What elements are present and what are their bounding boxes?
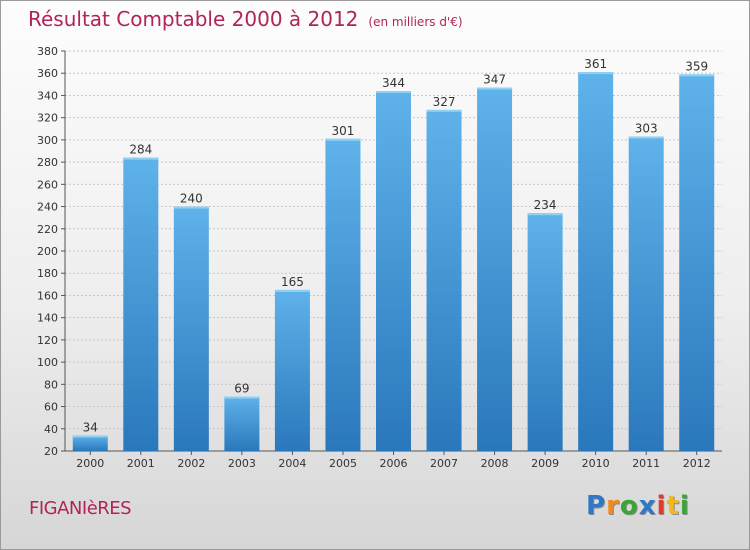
y-tick-label: 80 — [44, 378, 58, 391]
logo-letter: o — [619, 491, 639, 521]
y-tick-label: 120 — [37, 334, 58, 347]
data-label: 347 — [483, 73, 506, 87]
bar — [628, 136, 664, 452]
bar-highlight — [72, 435, 108, 438]
x-tick-label: 2010 — [582, 457, 610, 470]
y-tick-label: 200 — [37, 245, 58, 258]
bar-highlight — [527, 213, 563, 216]
chart-title: Résultat Comptable 2000 à 2012 (en millie… — [28, 7, 463, 31]
bar — [679, 74, 715, 451]
y-tick-label: 160 — [37, 289, 58, 302]
y-tick-label: 20 — [44, 445, 58, 458]
bar — [426, 109, 462, 451]
bar — [527, 213, 563, 451]
logo-letter: i — [656, 491, 667, 521]
x-tick-label: 2011 — [632, 457, 660, 470]
labels: 20 40 60 80 100 120 140 160 180 200 220 240 260 280 30… — [37, 45, 711, 470]
data-label: 284 — [129, 143, 152, 157]
bar-highlight — [173, 206, 209, 209]
bar — [578, 72, 614, 451]
bar-highlight — [376, 91, 411, 93]
y-tick-label: 280 — [37, 156, 58, 169]
x-tick-label: 2008 — [481, 457, 509, 470]
x-tick-label: 2004 — [278, 457, 306, 470]
y-tick-label: 320 — [37, 112, 58, 125]
bar-highlight — [224, 396, 260, 399]
data-label: 303 — [635, 122, 658, 136]
bar-highlight — [123, 157, 159, 160]
data-label: 344 — [382, 76, 405, 90]
chart-title-text: Résultat Comptable 2000 à 2012 — [28, 7, 359, 31]
x-tick-label: 2007 — [430, 457, 458, 470]
y-tick-label: 340 — [37, 89, 58, 102]
chart-subtitle: (en milliers d'€) — [368, 15, 463, 29]
bar — [376, 91, 411, 451]
bar-highlight — [274, 289, 310, 292]
data-label: 165 — [281, 275, 304, 289]
x-tick-label: 2001 — [127, 457, 155, 470]
bar-highlight — [325, 138, 361, 141]
bar-highlight — [679, 74, 715, 77]
bar-highlight — [578, 72, 614, 75]
proxiti-logo: Proxiti — [586, 491, 690, 521]
y-tick-label: 140 — [37, 312, 58, 325]
bar — [224, 396, 260, 451]
data-label: 361 — [584, 57, 607, 71]
data-label: 69 — [234, 382, 249, 396]
logo-letter: r — [606, 491, 620, 521]
data-label: 327 — [433, 95, 456, 109]
logo-letter: x — [638, 491, 657, 521]
y-tick-label: 240 — [37, 201, 58, 214]
y-tick-label: 260 — [37, 178, 58, 191]
logo-letter: P — [586, 491, 607, 521]
y-tick-label: 380 — [37, 45, 58, 58]
data-label: 234 — [534, 198, 557, 212]
logo-letter: t — [666, 491, 680, 521]
y-tick-label: 300 — [37, 134, 58, 147]
y-tick-label: 220 — [37, 223, 58, 236]
logo-letter: i — [679, 491, 690, 521]
bar — [173, 206, 209, 451]
bar — [325, 138, 361, 451]
x-tick-label: 2000 — [76, 457, 104, 470]
data-label: 34 — [83, 420, 98, 434]
x-tick-label: 2012 — [683, 457, 711, 470]
x-tick-label: 2003 — [228, 457, 256, 470]
x-tick-label: 2009 — [531, 457, 559, 470]
y-tick-label: 180 — [37, 267, 58, 280]
bar-highlight — [628, 136, 664, 139]
y-tick-label: 40 — [44, 423, 58, 436]
y-tick-label: 100 — [37, 356, 58, 369]
bar-highlight — [477, 87, 513, 90]
data-label: 301 — [332, 124, 355, 138]
data-label: 359 — [685, 59, 708, 73]
bar-highlight — [426, 109, 462, 112]
data-label: 240 — [180, 192, 203, 206]
bars — [72, 72, 715, 452]
y-tick-label: 360 — [37, 67, 58, 80]
y-tick-label: 60 — [44, 401, 58, 414]
x-tick-label: 2005 — [329, 457, 357, 470]
bar — [72, 435, 108, 451]
bar — [274, 289, 310, 451]
x-tick-label: 2002 — [177, 457, 205, 470]
x-tick-label: 2006 — [380, 457, 408, 470]
bar — [123, 157, 159, 451]
bar — [477, 87, 513, 452]
commune-name: FIGANIèRES — [29, 498, 132, 519]
